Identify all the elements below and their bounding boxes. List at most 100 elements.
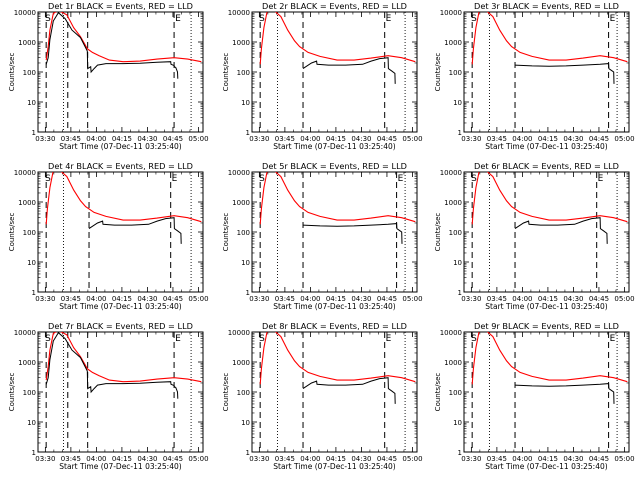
panel-title: Det 7r BLACK = Events, RED = LLD <box>48 321 193 331</box>
y-tick-label: 10000 <box>14 329 36 337</box>
y-axis-label: Counts/sec <box>8 373 16 412</box>
x-tick-label: 04:00 <box>512 295 532 303</box>
x-tick-label: 03:45 <box>61 135 81 143</box>
end-marker-label: E <box>172 174 178 184</box>
y-tick-label: 10000 <box>440 169 462 177</box>
x-tick-label: 03:30 <box>249 455 269 463</box>
x-axis-label: Start Time (07-Dec-11 03:25:40) <box>273 142 395 151</box>
y-axis-label: Counts/sec <box>222 53 230 92</box>
x-tick-label: 04:45 <box>163 455 183 463</box>
y-tick-label: 1 <box>32 289 36 297</box>
y-tick-label: 10000 <box>228 9 250 17</box>
y-tick-label: 1000 <box>444 39 462 47</box>
x-tick-label: 04:15 <box>112 135 132 143</box>
x-tick-label: 04:00 <box>512 135 532 143</box>
y-axis-label: Counts/sec <box>222 373 230 412</box>
x-tick-label: 04:00 <box>86 455 106 463</box>
x-tick-label: 04:45 <box>589 295 609 303</box>
panel-title: Det 6r BLACK = Events, RED = LLD <box>474 161 619 171</box>
y-tick-label: 10 <box>241 259 250 267</box>
events-series-line <box>45 332 179 399</box>
x-tick-label: 03:45 <box>61 295 81 303</box>
events-series-line <box>302 377 396 404</box>
x-tick-label: 05:00 <box>614 455 634 463</box>
x-tick-label: 04:30 <box>351 295 371 303</box>
start-marker-label: S <box>259 14 265 24</box>
y-tick-label: 1 <box>246 449 250 457</box>
start-marker-label: S <box>471 174 477 184</box>
y-tick-label: 100 <box>237 69 250 77</box>
y-tick-label: 10 <box>453 259 462 267</box>
lld-series-line <box>259 172 416 225</box>
x-tick-label: 04:30 <box>563 455 583 463</box>
plot-frame <box>37 331 204 453</box>
start-marker-label: S <box>259 174 265 184</box>
y-tick-label: 10000 <box>440 329 462 337</box>
y-tick-label: 100 <box>23 69 36 77</box>
end-marker-label: E <box>398 174 404 184</box>
detector-panel: Det 2r BLACK = Events, RED = LLD 1 10 100 10… <box>222 1 423 151</box>
end-marker-label: E <box>175 334 181 344</box>
lld-series-line <box>45 172 202 225</box>
plot-frame <box>37 11 204 133</box>
x-tick-label: 05:00 <box>402 135 422 143</box>
x-tick-label: 05:00 <box>402 295 422 303</box>
x-tick-label: 03:45 <box>487 455 507 463</box>
y-tick-label: 10 <box>241 419 250 427</box>
x-tick-label: 04:00 <box>300 455 320 463</box>
y-axis-label: Counts/sec <box>434 53 442 92</box>
panel-title: Det 5r BLACK = Events, RED = LLD <box>262 161 407 171</box>
detector-panel: Det 4r BLACK = Events, RED = LLD 1 10 100 10… <box>8 161 209 311</box>
y-tick-label: 10 <box>241 99 250 107</box>
lld-series-line <box>45 332 202 383</box>
y-tick-label: 1000 <box>232 199 250 207</box>
x-axis-label: Start Time (07-Dec-11 03:25:40) <box>485 462 607 471</box>
y-tick-label: 10 <box>453 99 462 107</box>
x-tick-label: 03:30 <box>249 135 269 143</box>
x-tick-label: 04:45 <box>589 135 609 143</box>
events-series-line <box>302 57 396 84</box>
x-tick-label: 04:45 <box>589 455 609 463</box>
lld-series-line <box>259 12 416 65</box>
start-marker-label: S <box>471 334 477 344</box>
x-tick-label: 04:45 <box>163 295 183 303</box>
y-tick-label: 100 <box>449 229 462 237</box>
x-tick-label: 04:00 <box>86 295 106 303</box>
y-tick-label: 10000 <box>14 169 36 177</box>
detector-panel: Det 7r BLACK = Events, RED = LLD 1 10 100 10… <box>8 321 209 471</box>
panel-title: Det 8r BLACK = Events, RED = LLD <box>262 321 407 331</box>
lld-series-line <box>471 332 628 385</box>
y-tick-label: 1000 <box>232 39 250 47</box>
events-series-line <box>514 217 608 244</box>
y-tick-label: 1 <box>458 289 462 297</box>
y-tick-label: 10000 <box>228 169 250 177</box>
x-tick-label: 03:30 <box>35 135 55 143</box>
x-tick-label: 04:45 <box>377 295 397 303</box>
y-tick-label: 1000 <box>18 199 36 207</box>
x-tick-label: 03:30 <box>461 455 481 463</box>
x-axis-label: Start Time (07-Dec-11 03:25:40) <box>485 302 607 311</box>
x-tick-label: 05:00 <box>614 135 634 143</box>
y-tick-label: 100 <box>237 389 250 397</box>
x-tick-label: 04:45 <box>163 135 183 143</box>
y-tick-label: 1 <box>458 129 462 137</box>
x-tick-label: 04:15 <box>112 455 132 463</box>
x-tick-label: 04:00 <box>300 295 320 303</box>
events-series-line <box>302 223 403 244</box>
y-tick-label: 1 <box>246 129 250 137</box>
x-tick-label: 03:30 <box>35 455 55 463</box>
x-axis-label: Start Time (07-Dec-11 03:25:40) <box>59 142 181 151</box>
x-tick-label: 04:30 <box>137 295 157 303</box>
y-tick-label: 100 <box>23 389 36 397</box>
panel-title: Det 9r BLACK = Events, RED = LLD <box>474 321 619 331</box>
x-tick-label: 05:00 <box>188 135 208 143</box>
y-tick-label: 100 <box>449 389 462 397</box>
x-tick-label: 03:45 <box>275 135 295 143</box>
panel-title: Det 3r BLACK = Events, RED = LLD <box>474 1 619 11</box>
events-series-line <box>45 12 179 79</box>
y-tick-label: 1000 <box>232 359 250 367</box>
start-marker-label: S <box>471 14 477 24</box>
y-tick-label: 1000 <box>444 359 462 367</box>
x-tick-label: 04:45 <box>377 135 397 143</box>
x-tick-label: 03:30 <box>249 295 269 303</box>
